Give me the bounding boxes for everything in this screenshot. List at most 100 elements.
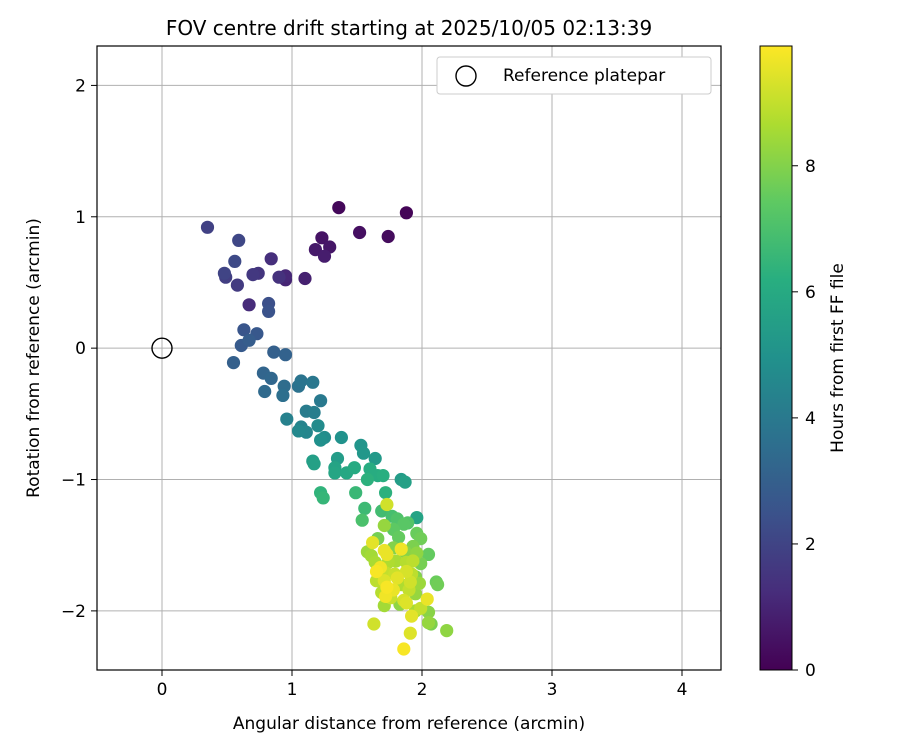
x-tick-label: 1 (287, 680, 298, 700)
data-point (306, 375, 320, 389)
data-point (353, 225, 367, 240)
data-point (242, 298, 256, 312)
data-point (420, 592, 434, 606)
colorbar-tick-label: 6 (805, 283, 816, 303)
colorbar-tick-label: 0 (805, 661, 816, 681)
data-point (307, 457, 321, 471)
data-point (328, 466, 342, 480)
data-point (230, 278, 244, 292)
data-point (414, 601, 428, 615)
data-point (332, 201, 346, 215)
data-point (380, 580, 394, 594)
chart-title: FOV centre drift starting at 2025/10/05 … (166, 16, 652, 40)
data-point (278, 348, 293, 362)
data-point (399, 206, 413, 220)
data-point (397, 642, 411, 656)
data-point (360, 472, 374, 487)
data-point (440, 624, 454, 638)
data-point (242, 333, 256, 347)
reference-platepar-point (151, 337, 173, 359)
data-point (398, 475, 412, 489)
y-tick-label: −1 (61, 471, 86, 491)
data-point (200, 220, 215, 234)
x-tick-label: 3 (547, 680, 558, 700)
data-point (399, 564, 413, 579)
x-axis-ticks: 0 1 2 3 4 (157, 670, 688, 700)
y-tick-label: 1 (75, 208, 86, 228)
data-points (200, 201, 454, 656)
y-tick-label: 2 (75, 76, 86, 96)
data-point (421, 616, 436, 630)
x-tick-label: 0 (157, 680, 168, 700)
data-point (358, 501, 372, 515)
legend: Reference platepar (436, 56, 712, 95)
data-point (355, 513, 369, 527)
data-point (334, 430, 348, 445)
data-point (369, 564, 384, 579)
data-point (237, 323, 251, 337)
colorbar-tick-label: 4 (805, 409, 816, 429)
data-point (392, 530, 406, 544)
y-tick-label: 0 (75, 339, 86, 359)
data-point (232, 233, 246, 247)
data-point (380, 497, 394, 512)
data-point (394, 542, 408, 556)
data-point (380, 547, 394, 562)
data-point (307, 405, 321, 420)
data-point (311, 419, 325, 433)
data-point (421, 547, 436, 562)
data-point (315, 231, 329, 245)
data-point (403, 626, 417, 640)
data-point (379, 486, 393, 500)
data-point (258, 384, 272, 399)
data-point (308, 243, 322, 257)
data-point (246, 268, 260, 282)
plot-frame (96, 45, 722, 671)
data-point (367, 617, 381, 631)
data-point (280, 412, 294, 426)
colorbar-gradient (759, 45, 793, 671)
data-point (406, 554, 420, 568)
data-point (314, 394, 328, 408)
legend-marker-icon (455, 65, 477, 87)
data-point (272, 270, 286, 284)
data-point (294, 374, 308, 388)
legend-label: Reference platepar (503, 66, 665, 86)
data-point (317, 249, 332, 263)
colorbar-ticks: 0 2 4 6 8 (792, 157, 816, 681)
data-point (368, 451, 382, 466)
colorbar-tick-label: 2 (805, 535, 816, 555)
data-point (217, 266, 231, 280)
data-point (262, 304, 276, 318)
colorbar: 0 2 4 6 8 Hours from first FF file (759, 45, 848, 681)
data-point (347, 461, 361, 475)
data-point (405, 609, 419, 623)
y-axis-ticks: −2 −1 0 1 2 (61, 76, 97, 622)
data-point (381, 229, 395, 244)
data-point (264, 371, 278, 385)
data-point (226, 356, 241, 370)
data-point (291, 424, 306, 438)
legend-box (436, 56, 712, 95)
x-tick-label: 2 (417, 680, 428, 700)
data-point (349, 486, 363, 500)
x-tick-label: 4 (677, 680, 688, 700)
data-point (390, 571, 404, 585)
data-point (403, 575, 417, 589)
data-point (276, 388, 290, 402)
data-point (314, 433, 328, 447)
colorbar-tick-label: 8 (805, 157, 816, 177)
data-point (399, 596, 413, 610)
data-point (267, 345, 281, 359)
x-axis-label: Angular distance from reference (arcmin) (233, 714, 585, 734)
data-point (228, 254, 242, 268)
colorbar-label: Hours from first FF file (828, 263, 848, 453)
data-point (366, 536, 380, 550)
data-point (376, 469, 390, 483)
data-point (431, 578, 445, 592)
data-point (298, 271, 312, 286)
data-point (377, 518, 391, 533)
data-point (264, 252, 278, 266)
y-axis-label: Rotation from reference (arcmin) (24, 218, 44, 498)
